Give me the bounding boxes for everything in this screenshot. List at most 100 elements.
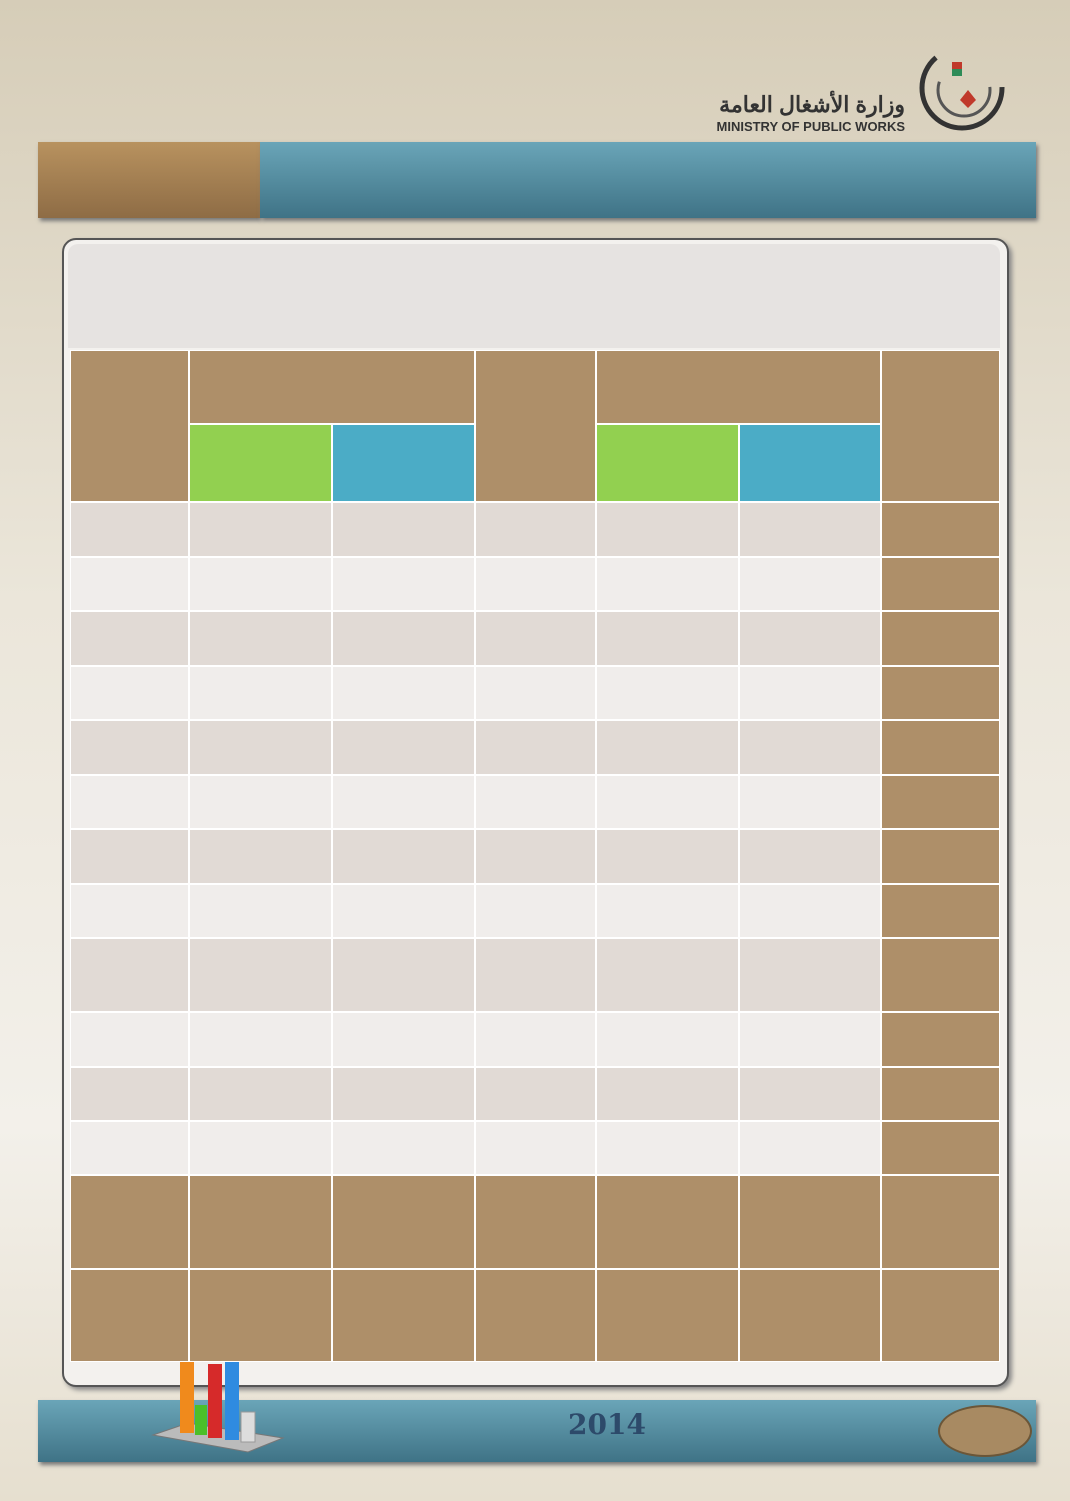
body-cell — [739, 884, 881, 938]
body-cell — [596, 775, 739, 829]
body-cell — [70, 720, 189, 775]
body-cell — [881, 1121, 1000, 1175]
body-cell — [475, 720, 596, 775]
body-cell — [739, 775, 881, 829]
chart-icon — [151, 1348, 285, 1453]
body-cell — [332, 775, 475, 829]
footer-year: 2014 — [568, 1408, 646, 1441]
body-cell — [881, 557, 1000, 611]
body-cell — [881, 1012, 1000, 1067]
body-cell — [332, 557, 475, 611]
body-cell — [70, 611, 189, 666]
body-cell — [475, 502, 596, 557]
logo — [919, 45, 1005, 131]
body-cell — [596, 502, 739, 557]
body-cell — [739, 1121, 881, 1175]
body-cell — [70, 557, 189, 611]
body-cell — [332, 1121, 475, 1175]
body-cell — [189, 829, 332, 884]
body-cell — [189, 1121, 332, 1175]
header-cell — [881, 350, 1000, 502]
body-cell — [596, 666, 739, 720]
body-cell — [739, 1067, 881, 1121]
body-cell — [189, 720, 332, 775]
body-cell — [332, 1067, 475, 1121]
body-cell — [739, 1012, 881, 1067]
header-teal-bar — [260, 142, 1036, 218]
body-cell — [739, 938, 881, 1012]
body-cell — [70, 884, 189, 938]
body-cell — [475, 1121, 596, 1175]
body-cell — [881, 611, 1000, 666]
body-cell — [596, 611, 739, 666]
total-cell — [881, 1175, 1000, 1269]
total-cell — [739, 1269, 881, 1362]
panel-title-area — [68, 244, 1000, 348]
body-cell — [739, 557, 881, 611]
header-subcell — [332, 424, 475, 502]
body-cell — [881, 502, 1000, 557]
header-cell — [70, 350, 189, 502]
header-subcell — [189, 424, 332, 502]
body-cell — [332, 666, 475, 720]
body-cell — [70, 1067, 189, 1121]
body-cell — [332, 502, 475, 557]
total-cell — [475, 1269, 596, 1362]
body-cell — [881, 829, 1000, 884]
body-cell — [70, 502, 189, 557]
body-cell — [189, 557, 332, 611]
body-cell — [332, 829, 475, 884]
body-cell — [739, 720, 881, 775]
body-cell — [739, 666, 881, 720]
body-cell — [475, 884, 596, 938]
body-cell — [189, 775, 332, 829]
body-cell — [881, 775, 1000, 829]
body-cell — [475, 1067, 596, 1121]
total-cell — [596, 1175, 739, 1269]
body-cell — [596, 557, 739, 611]
total-cell — [70, 1269, 189, 1362]
body-cell — [596, 1121, 739, 1175]
total-cell — [596, 1269, 739, 1362]
body-cell — [189, 1012, 332, 1067]
body-cell — [332, 938, 475, 1012]
body-cell — [332, 884, 475, 938]
body-cell — [189, 666, 332, 720]
total-cell — [881, 1269, 1000, 1362]
body-cell — [189, 611, 332, 666]
body-cell — [70, 666, 189, 720]
body-cell — [596, 1012, 739, 1067]
body-cell — [332, 1012, 475, 1067]
body-cell — [475, 611, 596, 666]
body-cell — [475, 775, 596, 829]
body-cell — [70, 1121, 189, 1175]
ministry-title-ar: وزارة الأشغال العامة — [719, 92, 905, 117]
total-cell — [475, 1175, 596, 1269]
body-cell — [475, 938, 596, 1012]
body-cell — [881, 884, 1000, 938]
body-cell — [70, 1012, 189, 1067]
body-cell — [189, 502, 332, 557]
body-cell — [739, 502, 881, 557]
body-cell — [70, 938, 189, 1012]
total-cell — [332, 1175, 475, 1269]
total-cell — [189, 1269, 332, 1362]
body-cell — [596, 884, 739, 938]
page-number-oval — [938, 1405, 1032, 1457]
body-cell — [475, 557, 596, 611]
body-cell — [881, 666, 1000, 720]
body-cell — [739, 611, 881, 666]
body-cell — [881, 1067, 1000, 1121]
body-cell — [596, 1067, 739, 1121]
body-cell — [189, 1067, 332, 1121]
total-cell — [70, 1175, 189, 1269]
header-cell — [189, 350, 475, 424]
body-cell — [70, 775, 189, 829]
ministry-title-en: MINISTRY OF PUBLIC WORKS — [716, 119, 906, 134]
header-brown-bar — [38, 142, 260, 218]
body-cell — [739, 829, 881, 884]
body-cell — [475, 1012, 596, 1067]
body-cell — [189, 884, 332, 938]
total-cell — [739, 1175, 881, 1269]
